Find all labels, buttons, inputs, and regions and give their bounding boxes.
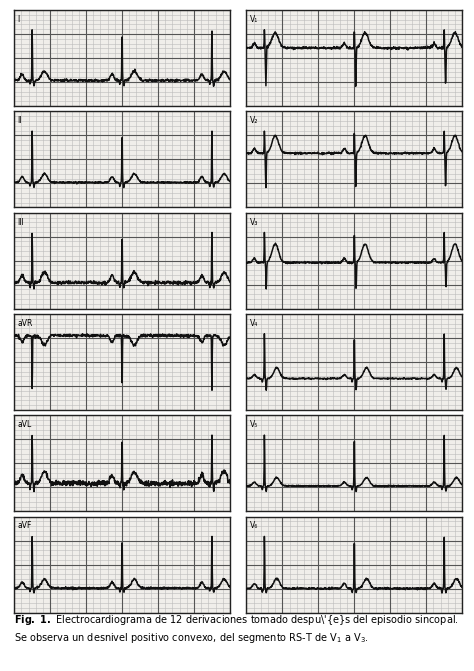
Text: III: III: [18, 217, 24, 227]
Text: V₂: V₂: [250, 116, 258, 125]
Text: aVR: aVR: [18, 319, 33, 328]
Text: II: II: [18, 116, 22, 125]
Text: V₅: V₅: [250, 420, 258, 429]
Text: I: I: [18, 15, 20, 24]
Text: $\mathbf{Fig.\ 1.}$ Electrocardiograma de 12 derivaciones tomado despu\'{e}s del: $\mathbf{Fig.\ 1.}$ Electrocardiograma d…: [14, 613, 459, 645]
Text: V₆: V₆: [250, 521, 258, 531]
Text: V₃: V₃: [250, 217, 258, 227]
Text: aVF: aVF: [18, 521, 32, 531]
Text: V₄: V₄: [250, 319, 258, 328]
Text: aVL: aVL: [18, 420, 32, 429]
Text: V₁: V₁: [250, 15, 258, 24]
